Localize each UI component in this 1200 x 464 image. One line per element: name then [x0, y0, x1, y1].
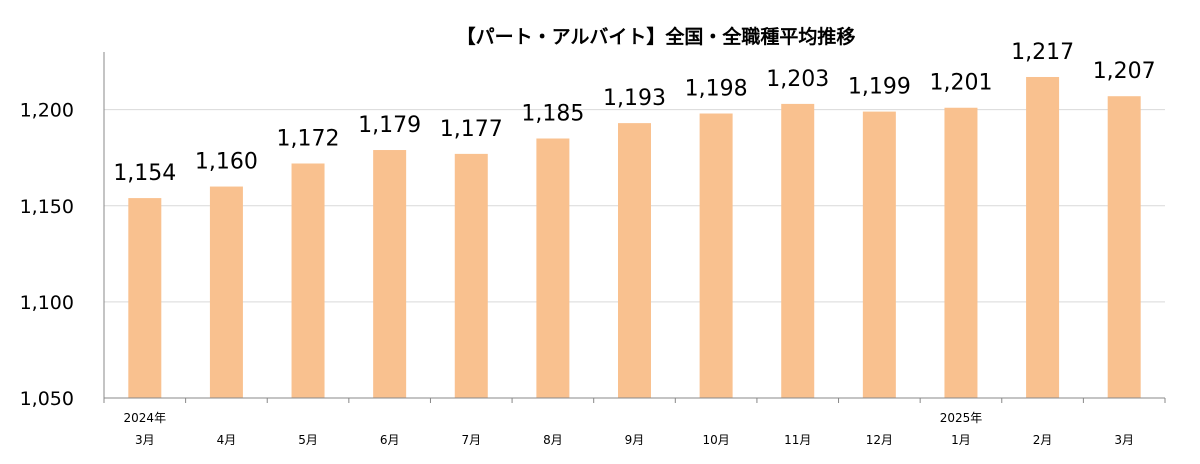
x-tick-label: 6月 — [380, 433, 400, 447]
data-label: 1,201 — [929, 71, 992, 96]
year-label: 2025年 — [940, 411, 983, 425]
data-label: 1,179 — [358, 113, 421, 138]
data-label: 1,199 — [848, 75, 911, 100]
bar — [699, 113, 733, 398]
x-tick-label: 10月 — [702, 433, 729, 447]
bar — [454, 153, 488, 398]
data-label: 1,172 — [277, 126, 340, 151]
x-tick-label: 12月 — [866, 433, 893, 447]
data-label: 1,177 — [440, 117, 503, 142]
data-label: 1,203 — [766, 67, 829, 92]
bar — [536, 138, 570, 398]
x-tick-label: 2月 — [1033, 433, 1053, 447]
x-tick-label: 3月 — [135, 433, 155, 447]
data-label: 1,193 — [603, 86, 666, 111]
y-tick-label: 1,100 — [20, 292, 74, 314]
y-tick-label: 1,200 — [20, 100, 74, 122]
x-tick-label: 5月 — [298, 433, 318, 447]
y-tick-label: 1,150 — [20, 196, 74, 218]
bar — [1026, 76, 1060, 398]
x-tick-label: 9月 — [625, 433, 645, 447]
year-label: 2024年 — [124, 411, 167, 425]
bar — [291, 163, 325, 398]
data-label: 1,160 — [195, 150, 258, 175]
x-tick-label: 8月 — [543, 433, 563, 447]
bar — [618, 123, 651, 398]
x-tick-label: 11月 — [784, 433, 811, 447]
bar — [781, 103, 815, 399]
data-label: 1,185 — [521, 102, 584, 127]
data-label: 1,154 — [113, 161, 176, 186]
bar — [209, 186, 243, 398]
chart-title: 【パート・アルバイト】全国・全職種平均推移 — [457, 25, 856, 48]
x-tick-label: 3月 — [1114, 433, 1134, 447]
bar — [1107, 96, 1141, 398]
data-label: 1,198 — [685, 77, 748, 102]
y-tick-label: 1,050 — [20, 388, 74, 410]
x-tick-label: 4月 — [217, 433, 237, 447]
x-tick-label: 7月 — [461, 433, 481, 447]
data-label: 1,207 — [1093, 59, 1156, 84]
bar — [128, 198, 162, 398]
data-label: 1,217 — [1011, 40, 1074, 65]
bar — [373, 150, 407, 398]
bar — [944, 107, 978, 398]
bar — [862, 111, 896, 398]
x-tick-label: 1月 — [951, 433, 971, 447]
